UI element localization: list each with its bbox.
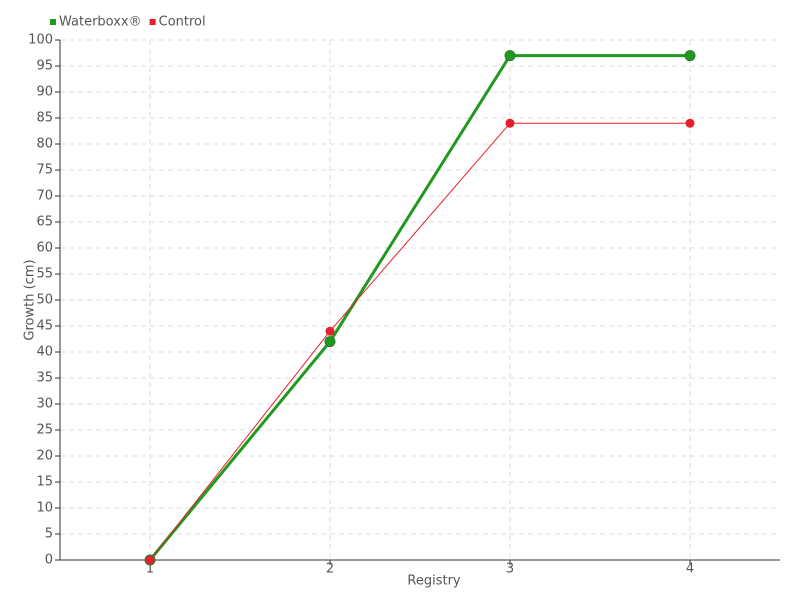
data-point (504, 50, 516, 62)
y-tick-label: 60 (36, 241, 53, 256)
data-point (684, 50, 696, 62)
y-tick-label: 90 (36, 85, 53, 100)
y-tick-label: 0 (45, 553, 53, 568)
y-tick-label: 50 (36, 293, 53, 308)
y-tick-label: 25 (36, 423, 53, 438)
y-tick-label: 30 (36, 397, 53, 412)
y-tick-label: 80 (36, 137, 53, 152)
y-tick-label: 15 (36, 475, 53, 490)
legend-label: Waterboxx® (59, 15, 142, 30)
series-line (149, 122, 690, 561)
y-tick-label: 10 (36, 501, 53, 516)
y-tick-label: 85 (36, 111, 53, 126)
y-tick-label: 5 (45, 527, 53, 542)
y-tick-label: 75 (36, 163, 53, 178)
y-tick-label: 40 (36, 345, 53, 360)
data-point (324, 336, 336, 348)
y-tick-label: 35 (36, 371, 53, 386)
data-point (505, 118, 515, 128)
y-tick-label: 95 (36, 59, 53, 74)
x-axis-label: Registry (407, 574, 461, 589)
y-tick-label: 65 (36, 215, 53, 230)
y-tick-label: 20 (36, 449, 53, 464)
x-tick-label: 2 (326, 562, 334, 577)
legend-label: Control (159, 15, 206, 30)
x-tick-label: 1 (146, 562, 154, 577)
legend-marker (149, 19, 156, 25)
data-point (685, 118, 695, 128)
data-point (325, 326, 335, 336)
series-line (148, 54, 690, 561)
data-point (145, 555, 155, 565)
y-tick-label: 55 (36, 267, 53, 282)
y-tick-label: 100 (28, 33, 53, 48)
x-tick-label: 4 (686, 562, 694, 577)
y-tick-label: 45 (36, 319, 53, 334)
y-tick-label: 70 (36, 189, 53, 204)
y-axis-label: Growth (cm) (23, 259, 38, 340)
x-tick-label: 3 (506, 562, 514, 577)
legend-marker (50, 19, 56, 25)
